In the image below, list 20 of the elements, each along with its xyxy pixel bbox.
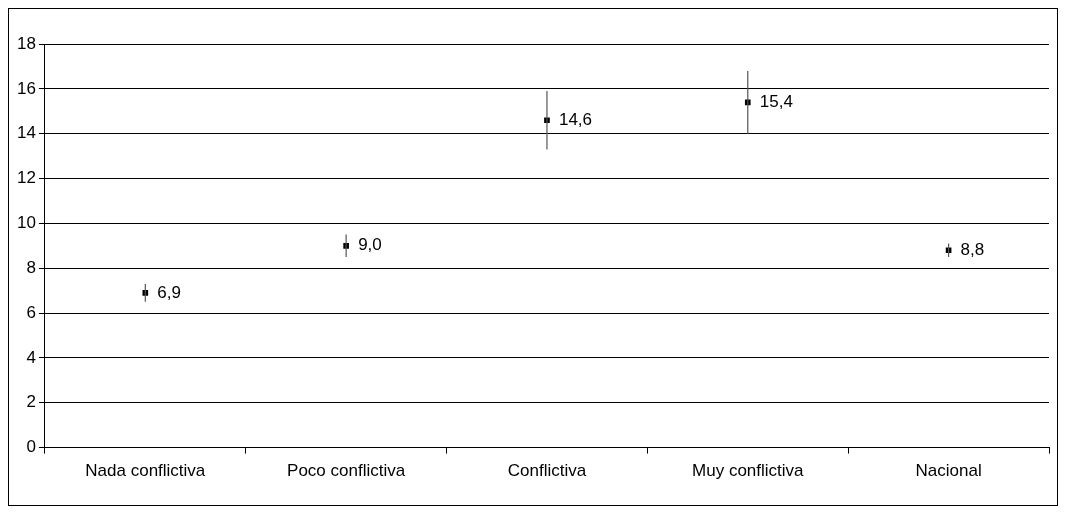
data-label: 6,9 <box>157 282 181 302</box>
x-tick-label: Nada conflictiva <box>85 461 206 481</box>
x-tick-label: Muy conflictiva <box>692 461 805 481</box>
data-label: 8,8 <box>960 239 985 259</box>
y-tick-label: 0 <box>26 437 36 457</box>
data-label: 15,4 <box>759 91 793 111</box>
y-tick-label: 6 <box>26 302 36 322</box>
y-tick-label: 10 <box>16 213 36 233</box>
x-tick-label: Conflictiva <box>507 461 587 481</box>
y-tick-label: 18 <box>16 33 36 53</box>
x-tick-label: Poco conflictiva <box>287 461 406 481</box>
y-tick-label: 4 <box>26 347 36 367</box>
y-tick-label: 12 <box>16 168 36 188</box>
y-tick-label: 16 <box>16 78 36 98</box>
y-tick-label: 2 <box>26 392 36 412</box>
data-label: 14,6 <box>558 109 593 129</box>
y-tick-label: 8 <box>26 257 36 277</box>
y-tick-label: 14 <box>16 123 36 143</box>
data-label: 9,0 <box>358 235 382 255</box>
x-tick-label: Nacional <box>915 461 982 481</box>
